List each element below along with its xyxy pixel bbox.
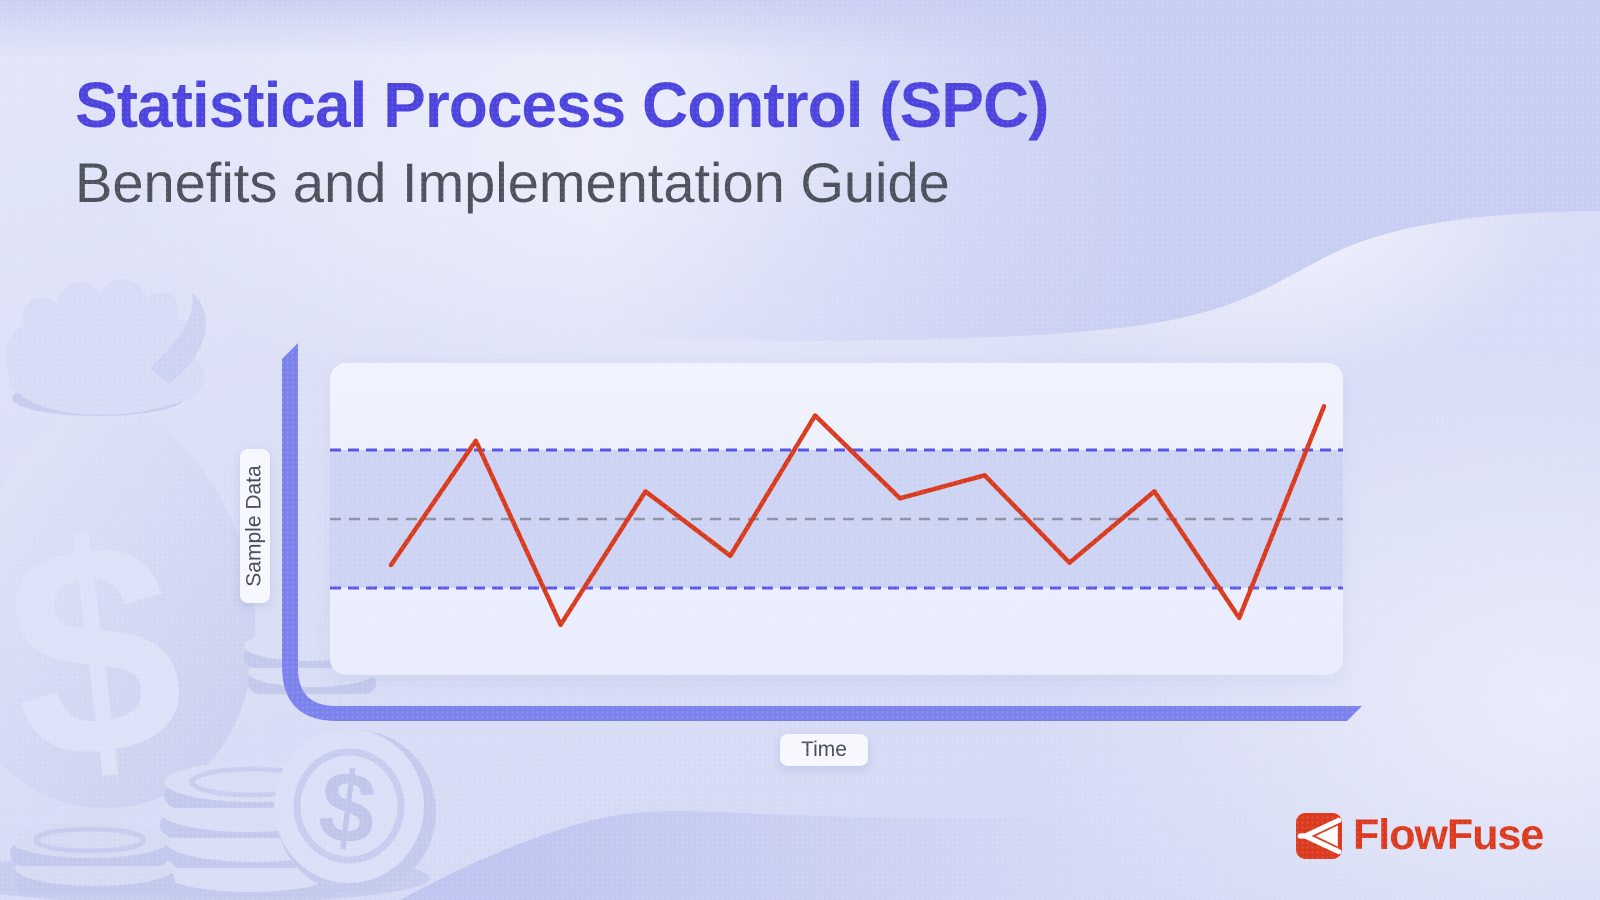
money-bag-body	[0, 403, 256, 809]
page-subtitle: Benefits and Implementation Guide	[75, 151, 950, 215]
flowfuse-wordmark: FlowFuse	[1353, 811, 1544, 859]
chart-plot-area	[330, 363, 1343, 675]
coin-dollar-sign: $	[313, 749, 382, 867]
x-axis-label-text: Time	[801, 738, 847, 761]
y-axis-label-text: Sample Data	[243, 465, 266, 587]
x-axis-label: Time	[780, 734, 868, 766]
header: Statistical Process Control (SPC) Benefi…	[75, 64, 1049, 216]
sample-data-line	[388, 404, 1327, 628]
bottom-wave-shape	[400, 811, 1080, 900]
money-bag-illustration: $	[0, 279, 436, 900]
page-title: Statistical Process Control (SPC)	[75, 69, 1049, 141]
y-axis-label: Sample Data	[240, 449, 270, 603]
top-right-wave-shape	[600, 0, 1600, 341]
spc-control-chart	[330, 404, 1343, 628]
flowfuse-logo: FlowFuse	[1296, 811, 1544, 860]
coin-stack-front-left	[10, 822, 175, 894]
bag-ruffle-top	[6, 279, 205, 415]
flowfuse-icon	[1296, 812, 1342, 859]
bag-spout	[150, 292, 206, 384]
standing-coin: $	[274, 729, 436, 894]
